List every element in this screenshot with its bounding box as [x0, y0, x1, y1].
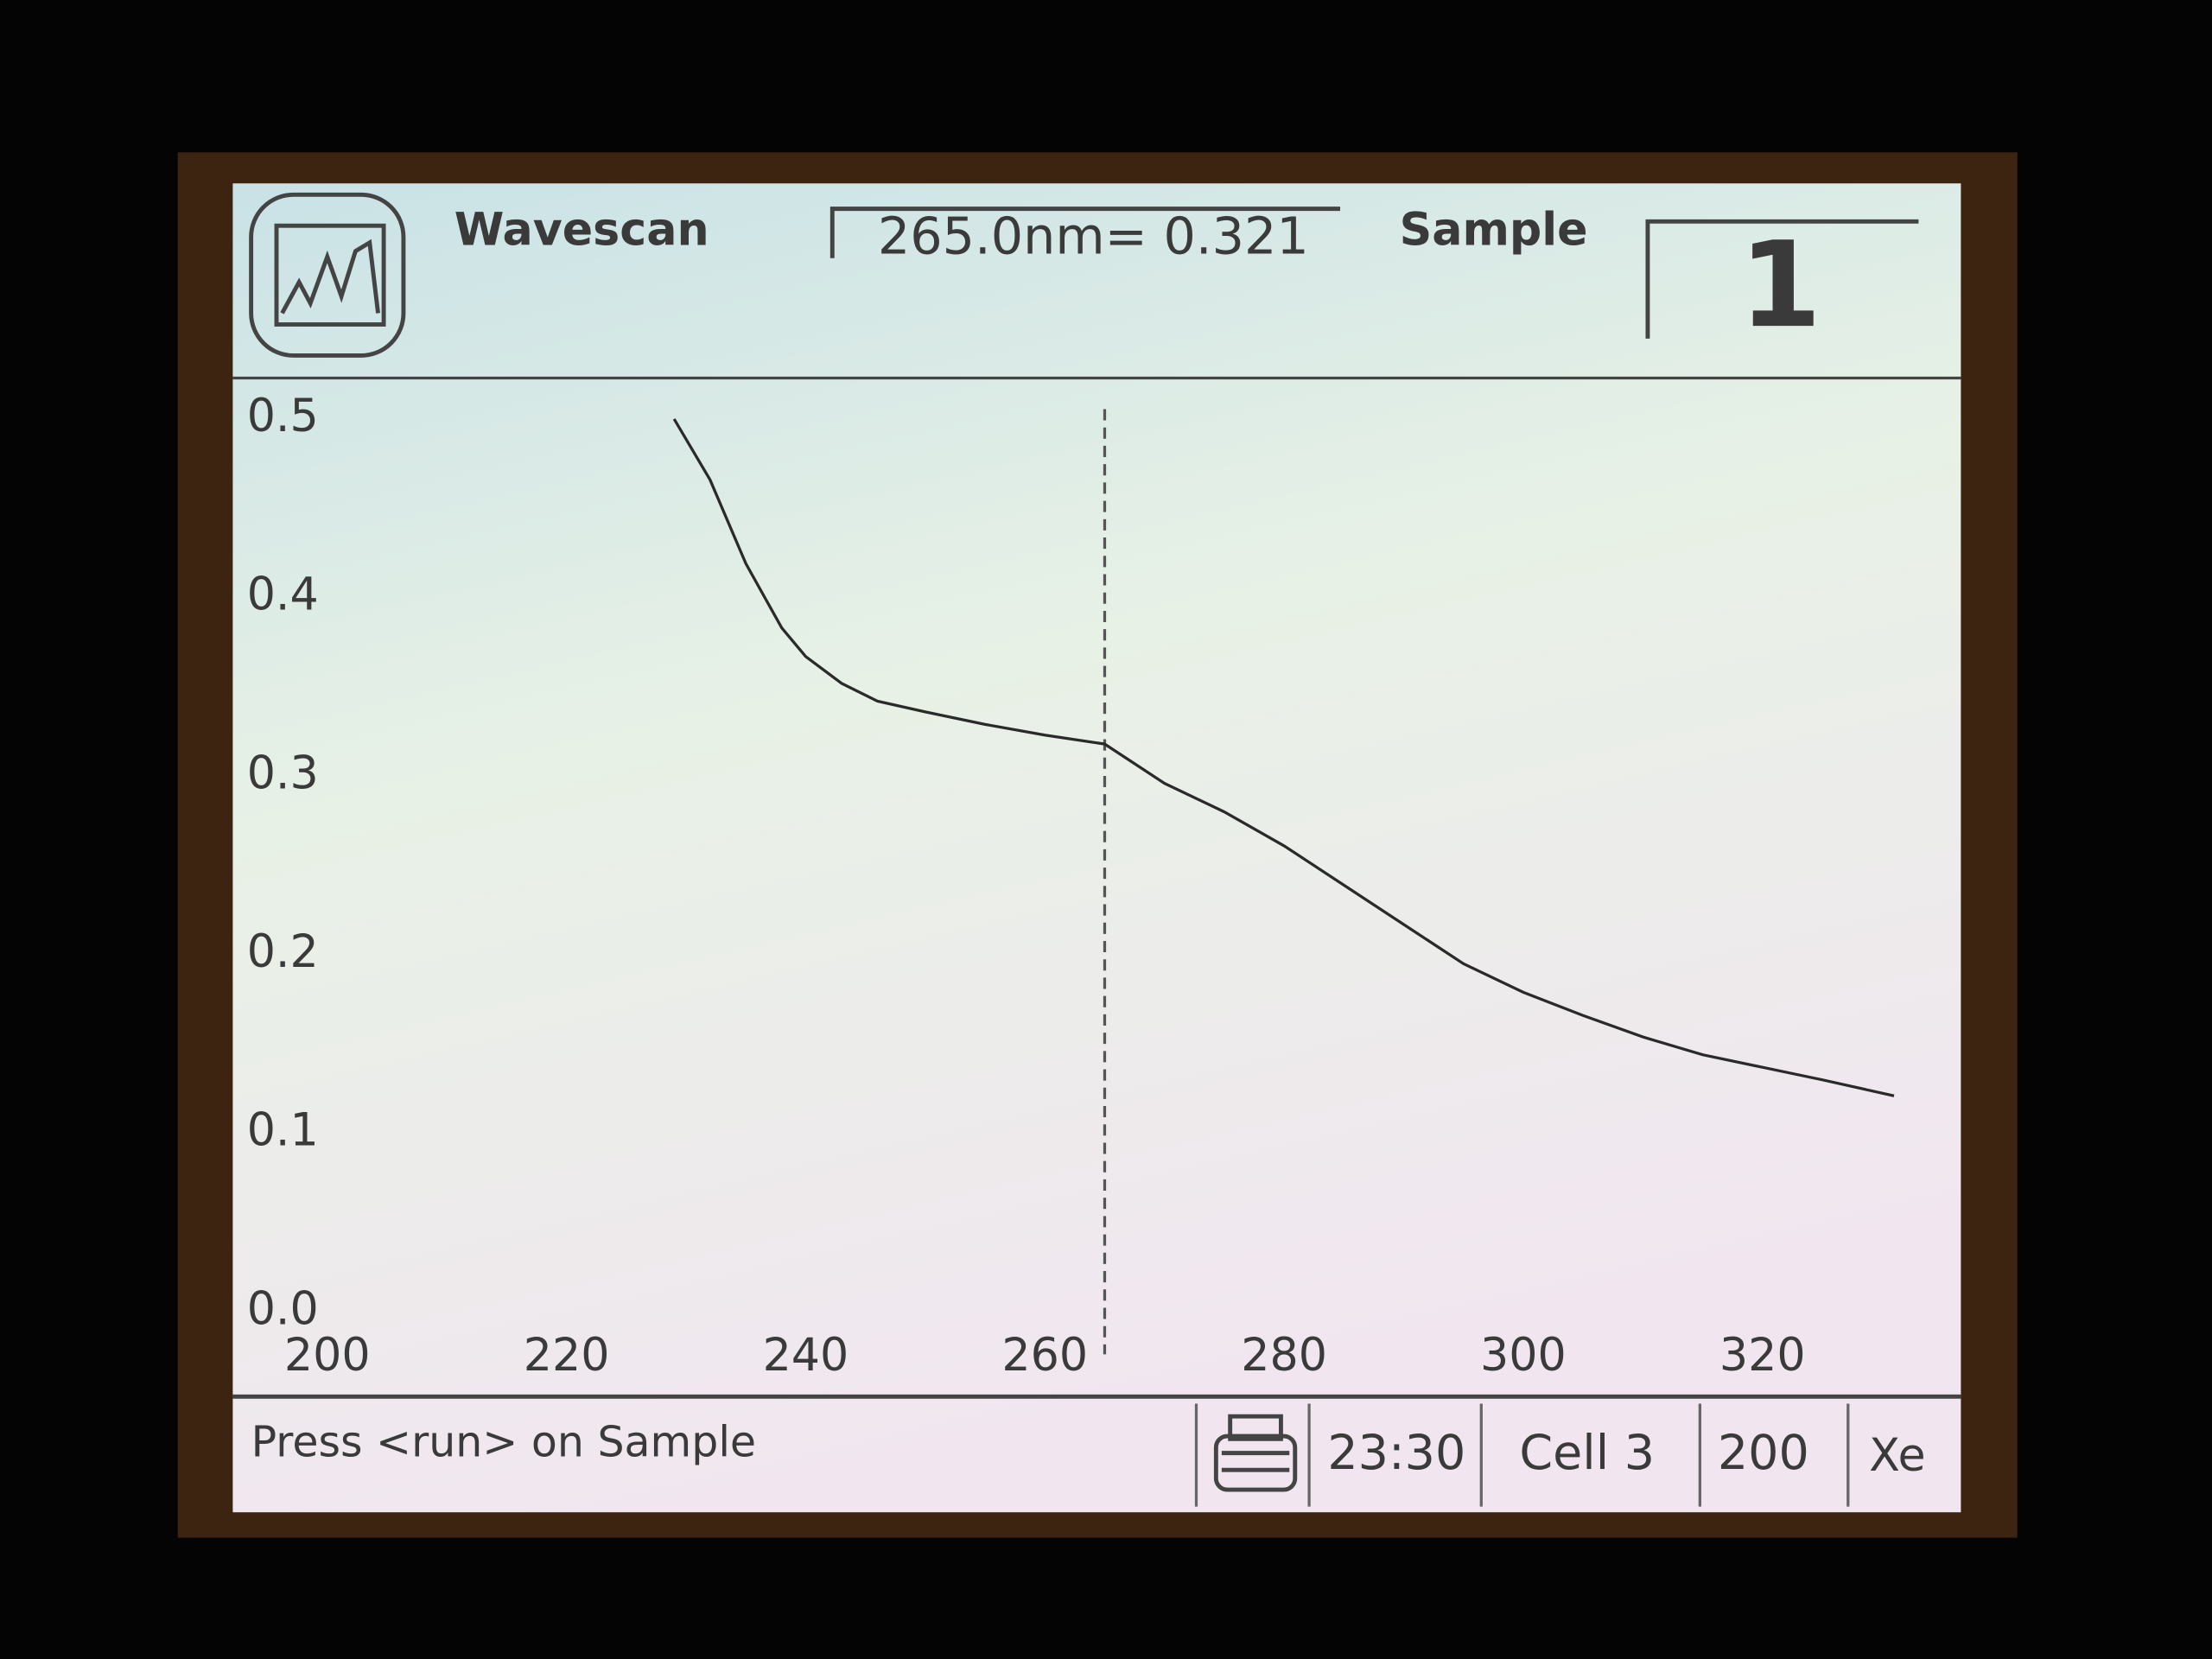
sample-number: 1 — [1739, 217, 1821, 354]
readout: 265.0nm= 0.321 — [878, 207, 1309, 266]
x-tick-label: 320 — [1719, 1330, 1806, 1382]
y-tick-label: 0.4 — [247, 569, 319, 621]
lcd — [232, 183, 1961, 1513]
x-tick-label: 280 — [1241, 1330, 1327, 1382]
status-wavelength: 200 — [1718, 1425, 1809, 1481]
y-tick-label: 0.0 — [247, 1283, 319, 1335]
x-tick-label: 260 — [1001, 1330, 1088, 1382]
sample-label: Sample — [1400, 204, 1588, 256]
status-separators — [1194, 1403, 1850, 1507]
plot: 0.0 0.1 0.2 0.3 0.4 0.5 200 220 240 260 280 300 320 — [247, 391, 1895, 1382]
readout-box — [830, 207, 1341, 258]
status-cell: Cell 3 — [1519, 1425, 1655, 1481]
wavescan-icon — [249, 192, 406, 358]
x-tick-label: 240 — [763, 1330, 849, 1382]
y-tick-label: 0.1 — [247, 1105, 319, 1157]
sample-box — [1645, 219, 1919, 339]
x-tick-label: 200 — [284, 1330, 371, 1382]
y-tick-label: 0.2 — [247, 926, 319, 978]
status-message: Press <run> on Sample — [251, 1417, 756, 1466]
status-time: 23:30 — [1327, 1425, 1465, 1481]
mode-title: Wavescan — [454, 204, 709, 256]
y-tick-label: 0.5 — [247, 391, 319, 442]
status-lamp: Xe — [1869, 1430, 1926, 1482]
printer-icon — [1213, 1414, 1298, 1492]
spectrum-line — [672, 418, 1895, 1097]
x-tick-label: 220 — [524, 1330, 610, 1382]
y-tick-label: 0.3 — [247, 747, 319, 799]
x-tick-label: 300 — [1480, 1330, 1567, 1382]
